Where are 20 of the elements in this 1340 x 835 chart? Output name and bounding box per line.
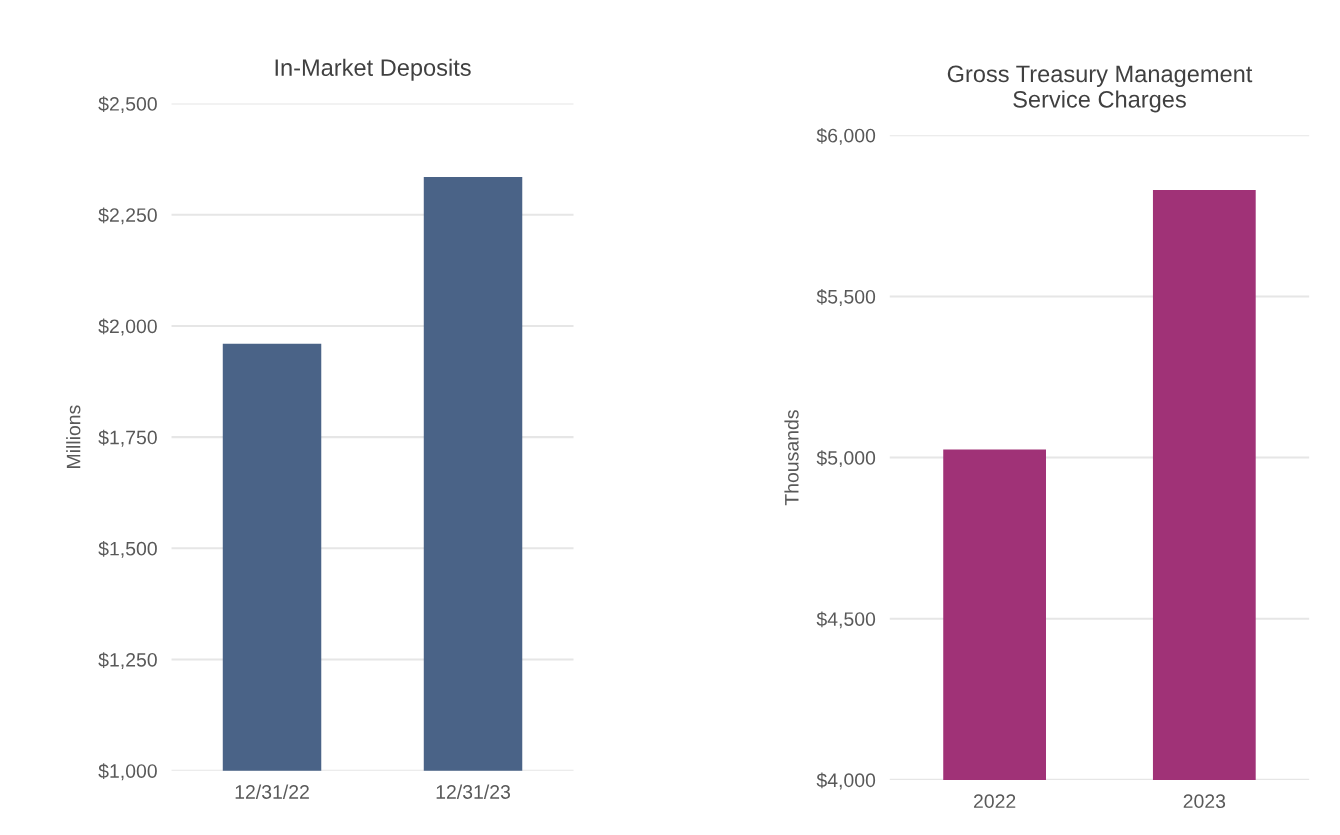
y-tick-label: $2,250 bbox=[98, 207, 157, 225]
x-tick-label: 12/31/22 bbox=[235, 784, 309, 799]
y-tick-label: $2,500 bbox=[98, 96, 157, 114]
y-tick-label: $1,750 bbox=[98, 429, 157, 447]
chart-title: In-Market Deposits bbox=[275, 58, 471, 81]
y-tick-label: $4,500 bbox=[816, 611, 876, 629]
y-axis-title: Thousands bbox=[784, 410, 799, 506]
y-tick-label: $6,000 bbox=[816, 127, 876, 145]
y-tick-label: $2,000 bbox=[98, 318, 157, 336]
x-tick-label: 12/31/23 bbox=[436, 784, 511, 799]
y-tick-label: $1,250 bbox=[98, 652, 157, 670]
chart-title: Gross Treasury Management Service Charges bbox=[947, 65, 1253, 113]
y-tick-label: $1,500 bbox=[98, 540, 157, 558]
x-tick-label: 2023 bbox=[1183, 794, 1226, 809]
y-tick-label: $1,000 bbox=[98, 763, 157, 781]
x-tick-label: 2022 bbox=[973, 794, 1016, 809]
y-axis-title: Millions bbox=[66, 405, 81, 468]
y-tick-label: $4,000 bbox=[816, 772, 876, 790]
y-tick-label: $5,500 bbox=[816, 289, 876, 306]
y-tick-label: $5,000 bbox=[816, 450, 876, 468]
